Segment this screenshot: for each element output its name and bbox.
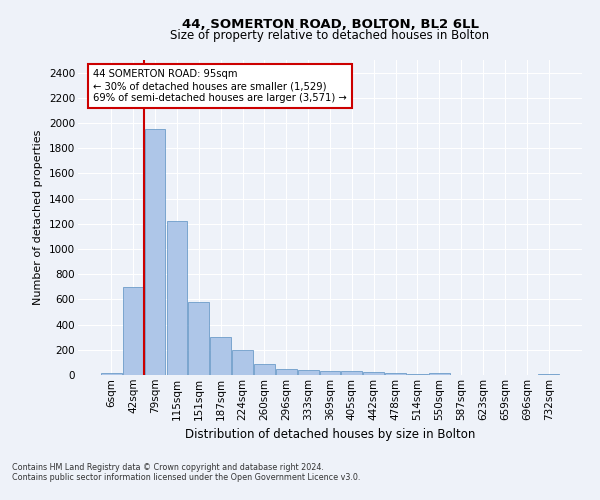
Bar [364,372,384,375]
Bar [254,364,275,375]
Bar [145,130,166,375]
Text: Size of property relative to detached houses in Bolton: Size of property relative to detached ho… [170,29,490,42]
Text: 44, SOMERTON ROAD, BOLTON, BL2 6LL: 44, SOMERTON ROAD, BOLTON, BL2 6LL [182,18,479,30]
Bar [232,350,253,375]
Bar [385,372,406,375]
X-axis label: Distribution of detached houses by size in Bolton: Distribution of detached houses by size … [185,428,475,441]
Bar [407,374,428,375]
Bar [210,336,231,375]
Bar [341,371,362,375]
Text: Contains public sector information licensed under the Open Government Licence v3: Contains public sector information licen… [12,474,361,482]
Text: Contains HM Land Registry data © Crown copyright and database right 2024.: Contains HM Land Registry data © Crown c… [12,464,324,472]
Bar [101,373,122,375]
Bar [188,302,209,375]
Bar [429,373,450,375]
Bar [320,370,340,375]
Bar [123,287,143,375]
Bar [276,370,296,375]
Y-axis label: Number of detached properties: Number of detached properties [34,130,43,305]
Bar [538,374,559,375]
Text: 44 SOMERTON ROAD: 95sqm
← 30% of detached houses are smaller (1,529)
69% of semi: 44 SOMERTON ROAD: 95sqm ← 30% of detache… [93,70,347,102]
Bar [298,370,319,375]
Bar [167,222,187,375]
